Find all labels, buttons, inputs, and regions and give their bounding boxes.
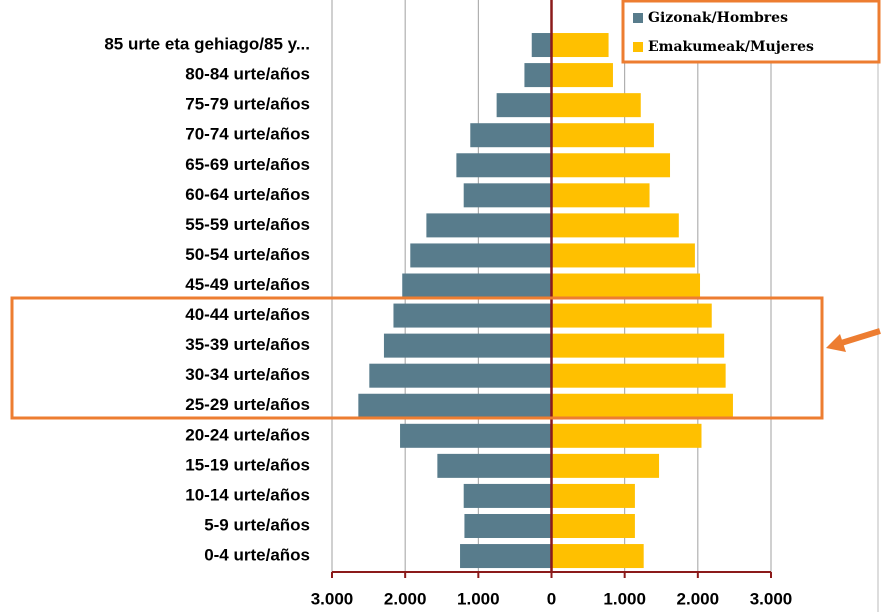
category-label: 55-59 urte/años bbox=[185, 215, 310, 234]
bar bbox=[551, 363, 726, 388]
category-label: 70-74 urte/años bbox=[185, 125, 310, 144]
bar bbox=[437, 453, 552, 478]
bar bbox=[551, 453, 660, 478]
bar bbox=[551, 303, 712, 328]
bar bbox=[463, 183, 552, 208]
bar bbox=[402, 273, 552, 298]
bar bbox=[551, 153, 671, 178]
bar bbox=[383, 333, 552, 358]
category-label: 75-79 urte/años bbox=[185, 95, 310, 114]
legend-label: Emakumeak/Mujeres bbox=[648, 39, 814, 55]
bar bbox=[551, 93, 641, 118]
bar bbox=[551, 333, 725, 358]
bar bbox=[551, 123, 654, 148]
category-label: 20-24 urte/años bbox=[185, 425, 310, 444]
x-tick-label: 3.000 bbox=[311, 589, 354, 608]
category-label: 65-69 urte/años bbox=[185, 155, 310, 174]
category-label: 40-44 urte/años bbox=[185, 305, 310, 324]
category-label: 85 urte eta gehiago/85 y... bbox=[104, 35, 310, 54]
bar bbox=[551, 243, 695, 268]
legend-swatch bbox=[633, 13, 643, 23]
x-tick-label: 1.000 bbox=[457, 589, 500, 608]
bar bbox=[551, 393, 733, 418]
bar bbox=[551, 183, 650, 208]
bar bbox=[369, 363, 552, 388]
bar bbox=[551, 273, 701, 298]
category-label: 0-4 urte/años bbox=[204, 546, 310, 565]
x-tick-label: 1.000 bbox=[603, 589, 646, 608]
bar bbox=[460, 544, 552, 569]
bar bbox=[470, 123, 552, 148]
bar bbox=[393, 303, 552, 328]
legend-label: Gizonak/Hombres bbox=[648, 10, 788, 26]
x-tick-label: 2.000 bbox=[677, 589, 720, 608]
bar bbox=[551, 544, 644, 569]
category-label: 35-39 urte/años bbox=[185, 335, 310, 354]
bar bbox=[496, 93, 552, 118]
category-label: 10-14 urte/años bbox=[185, 485, 310, 504]
bar bbox=[551, 423, 702, 448]
category-label: 80-84 urte/años bbox=[185, 65, 310, 84]
category-label: 15-19 urte/años bbox=[185, 455, 310, 474]
bar bbox=[400, 423, 552, 448]
bar bbox=[456, 153, 552, 178]
x-tick-label: 3.000 bbox=[750, 589, 793, 608]
x-tick-label: 2.000 bbox=[384, 589, 427, 608]
bar bbox=[551, 33, 609, 58]
category-label: 5-9 urte/años bbox=[204, 515, 310, 534]
bar bbox=[551, 483, 635, 508]
category-label: 45-49 urte/años bbox=[185, 275, 310, 294]
x-tick-label: 0 bbox=[547, 589, 556, 608]
category-label: 30-34 urte/años bbox=[185, 365, 310, 384]
bar bbox=[551, 513, 635, 538]
category-label: 50-54 urte/años bbox=[185, 245, 310, 264]
bar bbox=[463, 483, 552, 508]
bar bbox=[524, 63, 552, 88]
bar bbox=[551, 213, 679, 238]
category-label: 60-64 urte/años bbox=[185, 185, 310, 204]
highlight-box bbox=[10, 296, 824, 420]
arrow bbox=[837, 328, 881, 347]
arrow-head bbox=[826, 334, 846, 352]
legend-swatch bbox=[633, 42, 643, 52]
bar bbox=[551, 63, 613, 88]
bar bbox=[531, 33, 552, 58]
category-label: 25-29 urte/años bbox=[185, 395, 310, 414]
bar bbox=[426, 213, 552, 238]
legend-box bbox=[621, 0, 881, 64]
bar bbox=[410, 243, 552, 268]
bar bbox=[464, 513, 552, 538]
bar bbox=[358, 393, 552, 418]
